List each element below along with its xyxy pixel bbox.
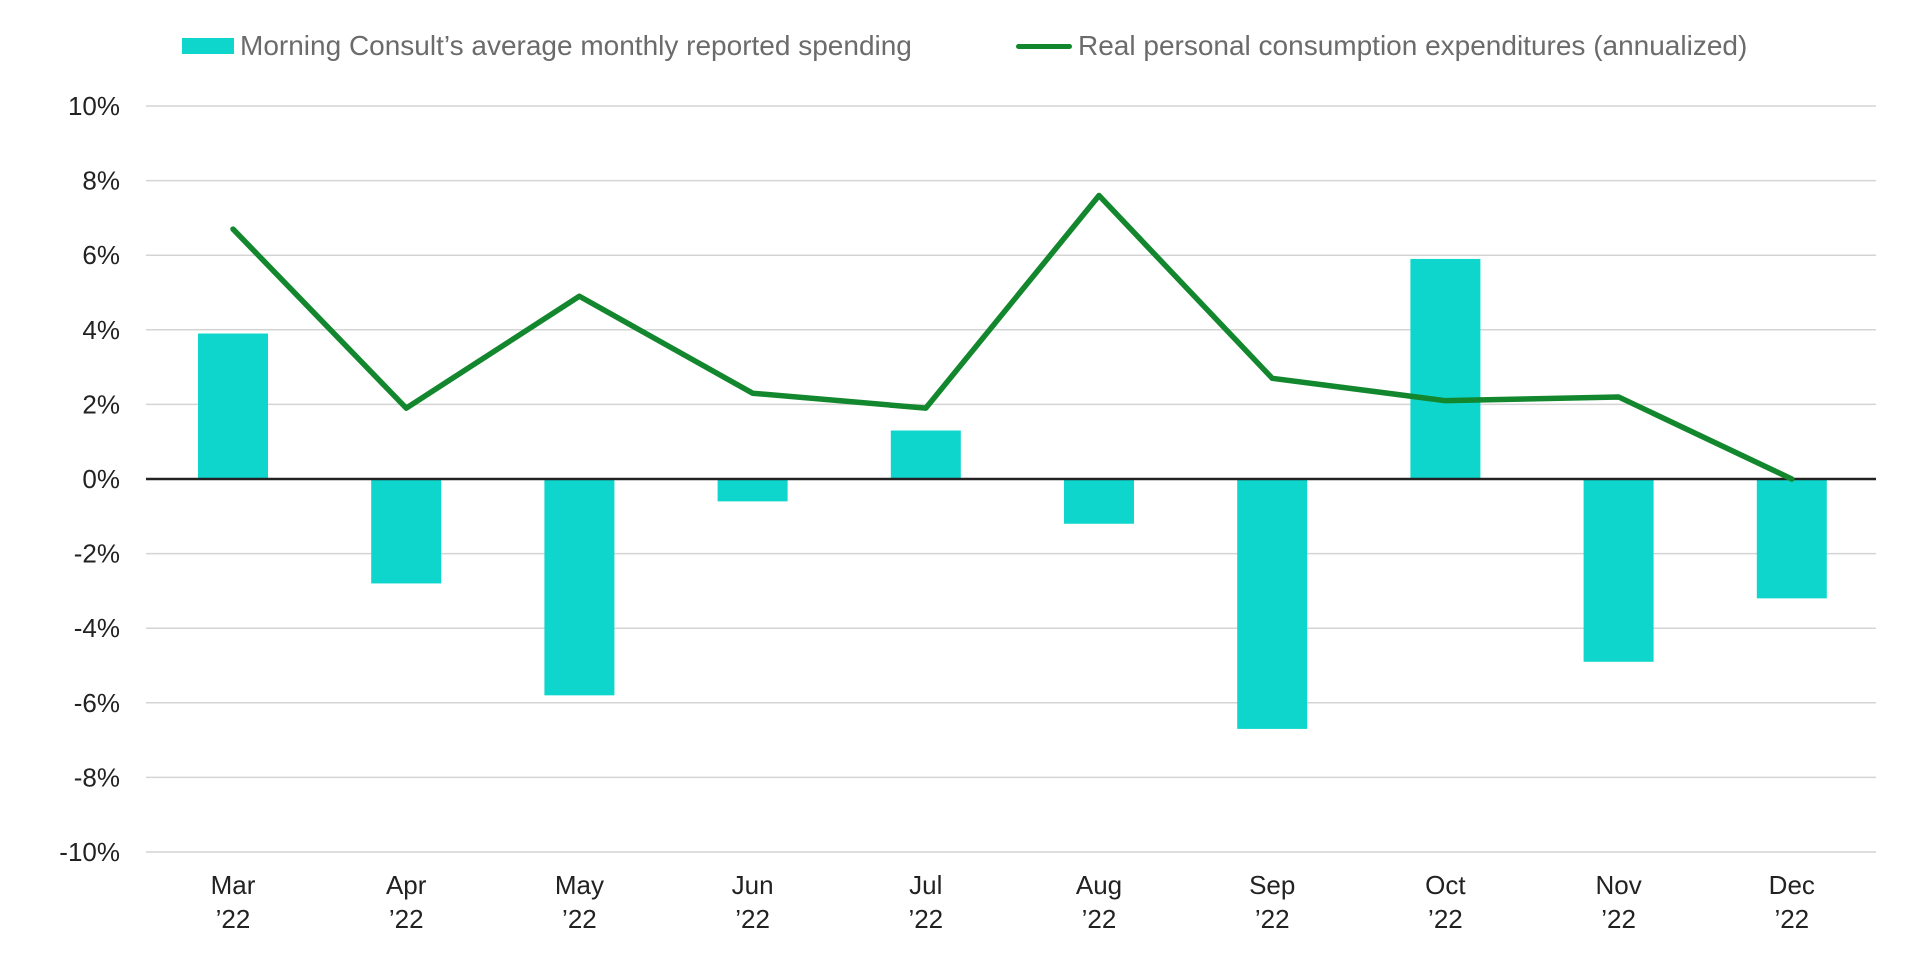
legend-label-line: Real personal consumption expenditures (…	[1078, 30, 1748, 61]
line-series	[230, 192, 1795, 482]
bar-jul	[890, 430, 961, 479]
x-tick-label: Aug ’22	[1076, 870, 1122, 934]
legend-item-line: Real personal consumption expenditures (…	[1016, 24, 1747, 68]
x-tick-line: Mar	[211, 870, 256, 900]
x-tick-label: Oct ’22	[1425, 870, 1466, 934]
x-tick-line: Dec	[1769, 870, 1815, 900]
bar-nov	[1583, 479, 1654, 662]
x-tick-line: ’22	[735, 904, 770, 934]
bar-series	[198, 258, 1827, 729]
x-tick-line: ’22	[562, 904, 597, 934]
x-tick-line: ’22	[216, 904, 251, 934]
bar-sep	[1237, 479, 1308, 729]
y-tick-label: 8%	[82, 166, 120, 196]
x-tick-line: Aug	[1076, 870, 1122, 900]
x-tick-line: Apr	[386, 870, 427, 900]
x-tick-line: Jun	[732, 870, 774, 900]
y-tick-label: -10%	[59, 837, 120, 867]
x-tick-label: Dec ’22	[1769, 870, 1815, 934]
bar-apr	[371, 479, 442, 584]
x-tick-line: ’22	[1082, 904, 1117, 934]
x-tick-line: Nov	[1595, 870, 1641, 900]
legend-swatch-line	[1016, 43, 1072, 49]
x-tick-line: ’22	[1601, 904, 1636, 934]
y-tick-label: -6%	[74, 688, 120, 718]
x-axis-ticks: Mar ’22 Apr ’22 May ’22 Jun ’22 Jul ’22 Aug ’22 Sep ’…	[211, 870, 1815, 934]
x-tick-line: May	[555, 870, 604, 900]
x-tick-line: Sep	[1249, 870, 1295, 900]
x-tick-label: Nov ’22	[1595, 870, 1641, 934]
x-tick-label: May ’22	[555, 870, 604, 934]
bar-dec	[1756, 479, 1827, 599]
legend: Morning Consult’s average monthly report…	[0, 24, 1920, 68]
bar-mar	[198, 333, 268, 479]
x-tick-label: Sep ’22	[1249, 870, 1295, 934]
x-tick-line: ’22	[1774, 904, 1809, 934]
legend-item-bar: Morning Consult’s average monthly report…	[182, 24, 912, 68]
y-tick-label: 2%	[82, 389, 120, 419]
x-tick-line: Jul	[909, 870, 942, 900]
y-tick-label: 0%	[82, 464, 120, 494]
y-tick-label: 4%	[82, 315, 120, 345]
y-tick-label: -4%	[74, 613, 120, 643]
x-tick-label: Jul ’22	[908, 870, 943, 934]
pce-line	[230, 192, 1795, 482]
y-tick-label: 10%	[68, 91, 120, 121]
x-tick-line: ’22	[389, 904, 424, 934]
bar-oct	[1410, 258, 1481, 479]
legend-label-bar: Morning Consult’s average monthly report…	[240, 30, 912, 61]
y-tick-label: -8%	[74, 762, 120, 792]
x-tick-line: ’22	[1255, 904, 1290, 934]
x-tick-line: ’22	[908, 904, 943, 934]
y-tick-label: -2%	[74, 539, 120, 569]
y-axis-ticks: 10% 8% 6% 4% 2% 0% -2% -4% -6% -8% -10%	[59, 91, 120, 867]
x-tick-label: Apr ’22	[386, 870, 427, 934]
x-tick-label: Jun ’22	[732, 870, 774, 934]
bar-jun	[717, 479, 788, 502]
bar-aug	[1064, 479, 1134, 524]
legend-swatch-bar	[182, 38, 234, 54]
y-tick-label: 6%	[82, 240, 120, 270]
x-tick-line: Oct	[1425, 870, 1466, 900]
bar-may	[544, 479, 615, 696]
x-tick-line: ’22	[1428, 904, 1463, 934]
x-tick-label: Mar ’22	[211, 870, 256, 934]
